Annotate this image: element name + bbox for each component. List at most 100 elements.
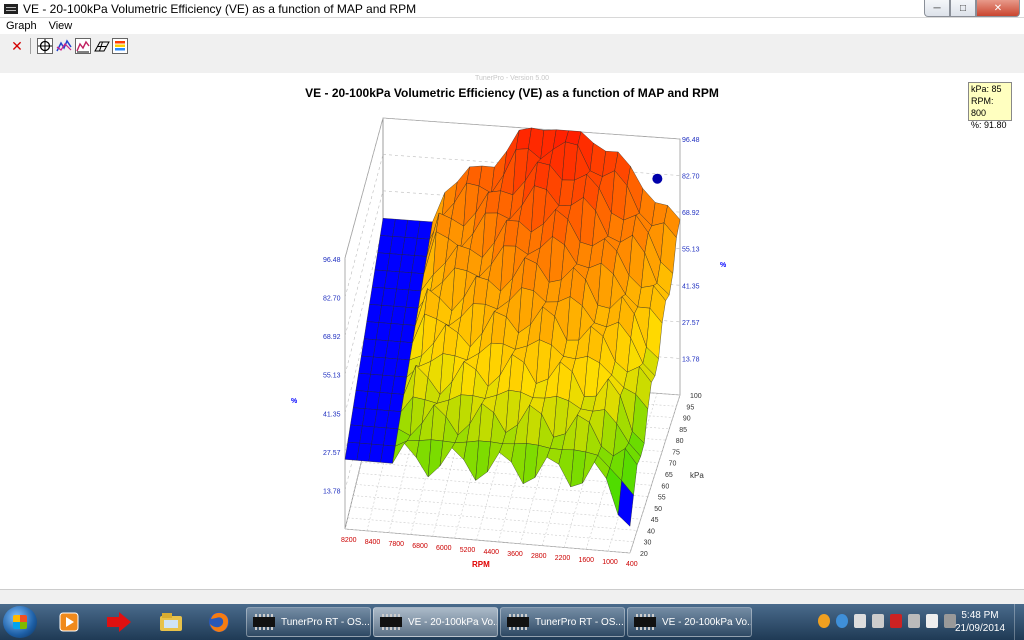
graph-title: VE - 20-100kPa Volumetric Efficiency (VE… bbox=[305, 86, 719, 100]
y-tick-label: 80 bbox=[676, 438, 684, 445]
tray-device-icon[interactable] bbox=[854, 614, 866, 628]
toolbar-separator bbox=[30, 38, 31, 54]
x-tick-label: 8400 bbox=[365, 539, 381, 546]
clock-time: 5:48 PM bbox=[961, 610, 999, 621]
grid-icon[interactable] bbox=[94, 38, 110, 54]
y-tick-label: 95 bbox=[686, 404, 694, 411]
taskbar-item-1[interactable]: TunerPro RT - OS... bbox=[246, 607, 371, 637]
z-axis-label-left: % bbox=[291, 398, 298, 405]
surface-cell bbox=[617, 480, 634, 527]
close-button[interactable]: ✕ bbox=[976, 0, 1020, 17]
z-tick-label-left: 13.78 bbox=[323, 488, 341, 495]
window-title: VE - 20-100kPa Volumetric Efficiency (VE… bbox=[23, 1, 417, 16]
y-tick-label: 45 bbox=[651, 517, 659, 524]
tray-connection-icon[interactable] bbox=[872, 614, 884, 628]
target-icon[interactable] bbox=[37, 38, 53, 54]
y-tick-label: 75 bbox=[672, 449, 680, 456]
ve-surface-chart[interactable]: 13.78 13.78 27.57 27.57 41.35 41.35 55.13 55.13… bbox=[0, 73, 1024, 589]
close-icon[interactable]: ✕ bbox=[11, 37, 23, 54]
y-tick-label: 40 bbox=[647, 528, 655, 535]
y-tick-label: 55 bbox=[658, 495, 666, 502]
x-tick-label: 2200 bbox=[555, 555, 571, 562]
taskbar: TunerPro RT - OS... VE - 20-100kPa Vo...… bbox=[0, 604, 1024, 640]
menu-bar: Graph View bbox=[0, 18, 1024, 33]
z-tick-label-left: 27.57 bbox=[323, 450, 341, 457]
y-tick-label: 85 bbox=[679, 427, 687, 434]
title-bar: VE - 20-100kPa Volumetric Efficiency (VE… bbox=[0, 0, 1024, 18]
y-tick-label: 100 bbox=[690, 393, 702, 400]
x-tick-label: 6000 bbox=[436, 545, 452, 552]
tray-app-icon[interactable] bbox=[818, 614, 830, 628]
z-tick-label-left: 68.92 bbox=[323, 334, 341, 341]
window-controls: ─ □ ✕ bbox=[924, 0, 1020, 17]
tray-network-icon[interactable] bbox=[836, 614, 848, 628]
chip-icon bbox=[253, 614, 275, 630]
y-axis-label: kPa bbox=[690, 471, 704, 480]
tray-volume-icon[interactable] bbox=[926, 614, 938, 628]
x-tick-label: 400 bbox=[626, 561, 638, 568]
axis-ticks: 13.78 13.78 27.57 27.57 41.35 41.35 55.13 55.13… bbox=[291, 137, 727, 569]
app-chip-icon bbox=[4, 3, 18, 14]
z-tick-label-left: 55.13 bbox=[323, 373, 341, 380]
firefox-icon[interactable] bbox=[200, 608, 238, 636]
y-tick-label: 50 bbox=[654, 506, 662, 513]
trace-icon[interactable] bbox=[56, 38, 72, 54]
y-tick-label: 70 bbox=[669, 461, 677, 468]
selected-point-marker[interactable] bbox=[652, 173, 663, 184]
z-tick-label-left: 96.48 bbox=[323, 257, 341, 264]
x-tick-label: 1000 bbox=[602, 559, 618, 566]
taskbar-item-4[interactable]: VE - 20-100kPa Vo... bbox=[627, 607, 752, 637]
x-tick-label: 2800 bbox=[531, 553, 547, 560]
chart-icon[interactable] bbox=[75, 38, 91, 54]
z-tick-label-right: 96.48 bbox=[682, 137, 700, 144]
show-desktop-button[interactable] bbox=[1014, 604, 1024, 640]
taskbar-item-3[interactable]: TunerPro RT - OS... bbox=[500, 607, 625, 637]
y-tick-label: 90 bbox=[683, 416, 691, 423]
tooltip-pct: %: 91.80 bbox=[971, 120, 1007, 130]
z-tick-label-right: 68.92 bbox=[682, 210, 700, 217]
z-axis-label-right: % bbox=[720, 262, 727, 269]
graph-panel: TunerPro - Version 5.00 VE - 20-100kPa V… bbox=[0, 73, 1024, 589]
x-tick-label: 6800 bbox=[412, 543, 428, 550]
z-tick-label-left: 41.35 bbox=[323, 411, 341, 418]
tooltip-kpa: kPa: 85 bbox=[971, 84, 1002, 94]
tray-flag-icon[interactable] bbox=[890, 614, 902, 628]
status-bar bbox=[0, 589, 1024, 604]
tray-battery-icon[interactable] bbox=[944, 614, 956, 628]
toolbar: ✕ bbox=[0, 33, 1024, 73]
taskbar-clock[interactable]: 5:48 PM 21/09/2014 bbox=[948, 609, 1012, 635]
media-player-icon[interactable] bbox=[50, 608, 88, 636]
menu-view[interactable]: View bbox=[48, 19, 73, 32]
x-tick-label: 3600 bbox=[507, 551, 523, 558]
clock-date: 21/09/2014 bbox=[954, 623, 1006, 634]
tray-signal-icon[interactable] bbox=[908, 614, 920, 628]
taskbar-item-2[interactable]: VE - 20-100kPa Vo... bbox=[373, 607, 498, 637]
chip-icon bbox=[380, 614, 402, 630]
x-axis-label: RPM bbox=[472, 560, 490, 569]
x-tick-label: 4400 bbox=[484, 549, 500, 556]
z-tick-label-left: 82.70 bbox=[323, 296, 341, 303]
version-watermark: TunerPro - Version 5.00 bbox=[474, 75, 550, 82]
tooltip-rpm: RPM: 800 bbox=[971, 96, 994, 118]
z-tick-label-right: 82.70 bbox=[682, 174, 700, 181]
z-tick-label-right: 55.13 bbox=[682, 247, 700, 254]
x-tick-label: 7800 bbox=[389, 541, 405, 548]
start-button[interactable] bbox=[3, 606, 37, 638]
y-tick-label: 20 bbox=[640, 551, 648, 558]
menu-graph[interactable]: Graph bbox=[6, 19, 37, 32]
app-arrow-icon[interactable] bbox=[100, 608, 138, 636]
file-explorer-icon[interactable] bbox=[152, 608, 190, 636]
maximize-button[interactable]: □ bbox=[950, 0, 976, 17]
value-tooltip: kPa: 85 RPM: 800 %: 91.80 bbox=[968, 82, 1012, 130]
x-tick-label: 1600 bbox=[579, 557, 595, 564]
z-tick-label-right: 13.78 bbox=[682, 356, 700, 363]
colormap-icon[interactable] bbox=[112, 38, 128, 54]
z-tick-label-right: 27.57 bbox=[682, 320, 700, 327]
y-tick-label: 65 bbox=[665, 472, 673, 479]
x-tick-label: 5200 bbox=[460, 547, 476, 554]
system-tray bbox=[818, 614, 956, 628]
z-tick-label-right: 41.35 bbox=[682, 283, 700, 290]
x-tick-label: 8200 bbox=[341, 537, 357, 544]
minimize-button[interactable]: ─ bbox=[924, 0, 950, 17]
chip-icon bbox=[507, 614, 529, 630]
